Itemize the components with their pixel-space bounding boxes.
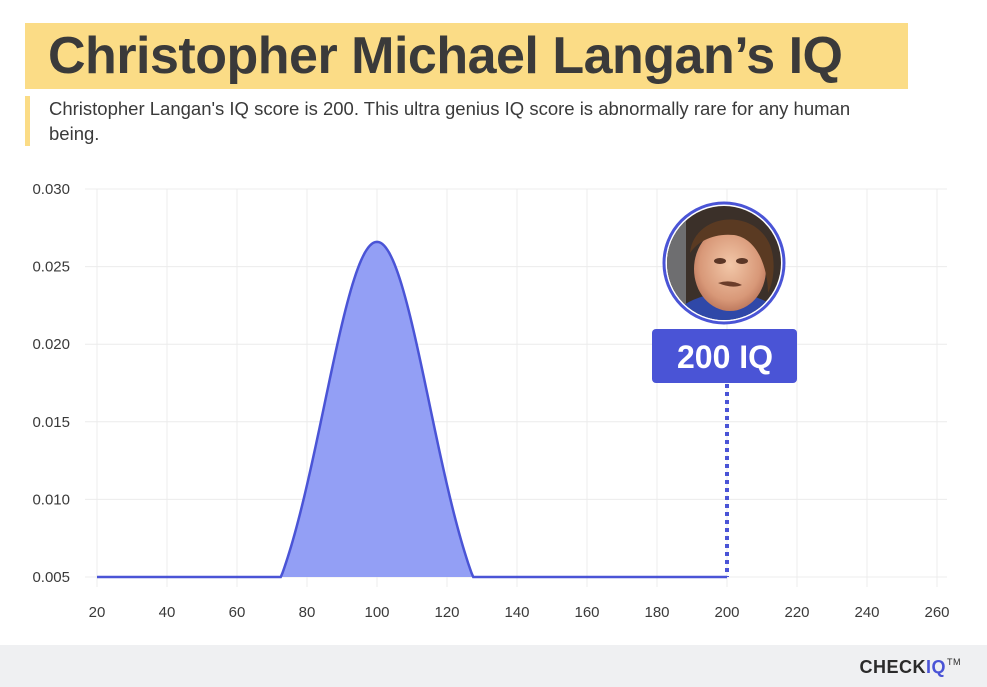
brand-trademark: TM: [947, 657, 961, 667]
distribution-area: [97, 241, 727, 577]
x-tick-label: 80: [299, 604, 316, 621]
y-tick-label: 0.020: [32, 336, 70, 353]
portrait-face: [694, 227, 766, 311]
distribution-curve-group: [97, 240, 727, 579]
x-tick-label: 40: [159, 604, 176, 621]
portrait-eye-right: [736, 258, 748, 264]
page-title: Christopher Michael Langan’s IQ: [48, 27, 843, 85]
portrait-photo-icon: [662, 201, 786, 325]
brand-logo[interactable]: CHECKIQTM: [859, 657, 961, 678]
subtitle: Christopher Langan's IQ score is 200. Th…: [25, 96, 889, 146]
portrait-hair: [690, 219, 774, 293]
y-tick-label: 0.015: [32, 414, 70, 431]
x-tick-label: 140: [504, 604, 529, 621]
portrait-eye-left: [714, 258, 726, 264]
brand-name-iq: IQ: [925, 657, 946, 677]
y-axis-ticks: 0.005 0.010 0.015 0.020 0.025 0.030: [32, 181, 70, 586]
x-tick-label: 60: [229, 604, 246, 621]
y-tick-label: 0.025: [32, 259, 70, 276]
portrait-moustache: [718, 281, 742, 287]
x-tick-label: 200: [714, 604, 739, 621]
marker-label-box: [652, 329, 797, 383]
distribution-line: [97, 240, 727, 579]
x-tick-label: 160: [574, 604, 599, 621]
x-tick-label: 100: [364, 604, 389, 621]
grid-lines: [85, 188, 947, 587]
footer-bar: CHECKIQTM: [0, 645, 987, 687]
y-tick-label: 0.010: [32, 491, 70, 508]
x-tick-label: 20: [89, 604, 106, 621]
marker-group: 200 IQ: [652, 201, 797, 577]
x-tick-label: 120: [434, 604, 459, 621]
x-tick-label: 240: [854, 604, 879, 621]
x-tick-label: 260: [924, 604, 949, 621]
marker-label: 200 IQ: [677, 339, 773, 375]
brand-name-check: CHECK: [859, 657, 926, 677]
y-tick-label: 0.005: [32, 569, 70, 586]
y-tick-label: 0.030: [32, 181, 70, 198]
iq-distribution-chart: 0.005 0.010 0.015 0.020 0.025 0.030 20 40 60 80 1…: [32, 181, 950, 621]
subtitle-text: Christopher Langan's IQ score is 200. Th…: [49, 98, 851, 144]
title-highlight-band: [25, 23, 908, 89]
x-tick-label: 180: [644, 604, 669, 621]
x-axis-ticks: 20 40 60 80 100 120 140 160 180 200 220 240 260: [89, 604, 950, 621]
x-tick-label: 220: [784, 604, 809, 621]
